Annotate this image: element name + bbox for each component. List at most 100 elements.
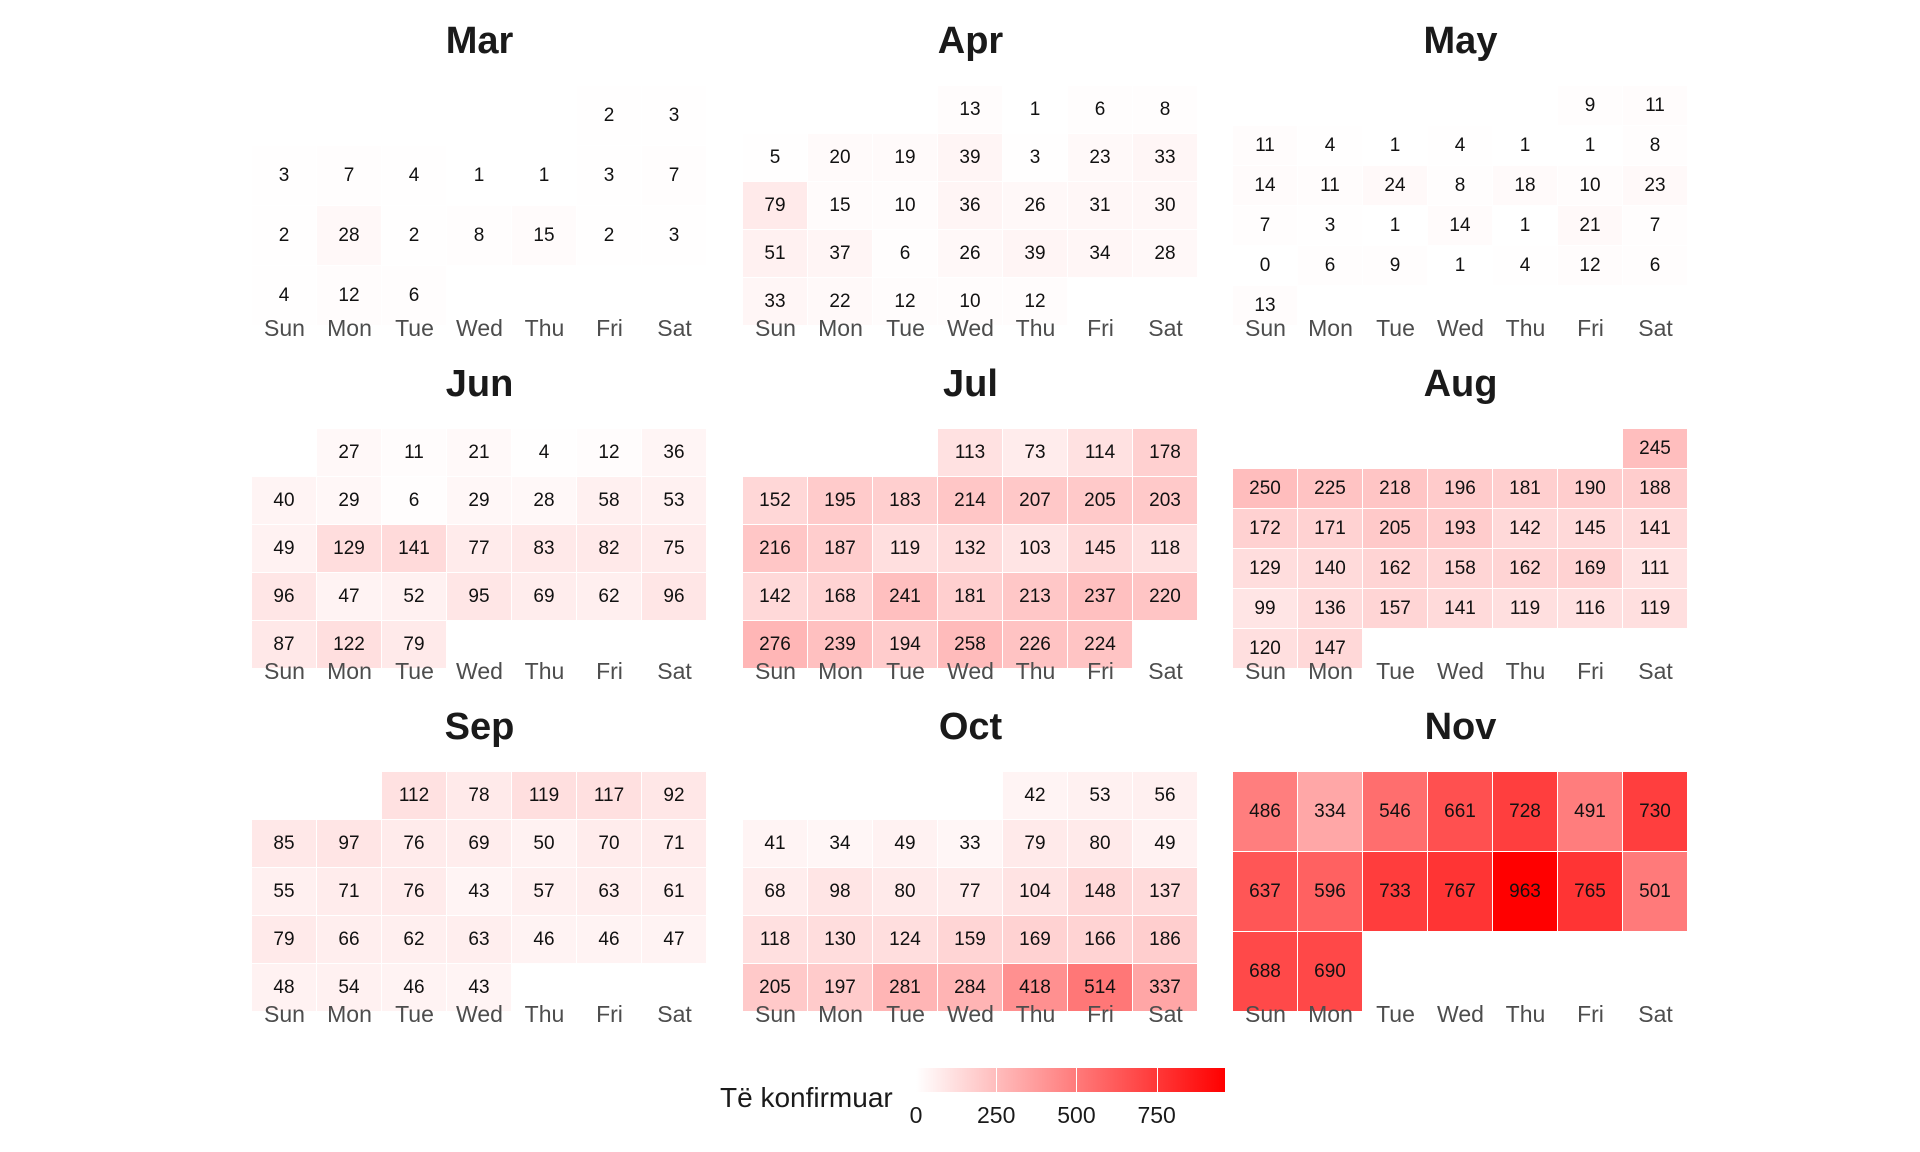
day-cell: 8 [1623,126,1688,166]
day-cell: 13 [938,86,1003,134]
day-cell: 11 [1298,166,1363,206]
weekday-label: Fri [1577,315,1604,341]
day-cell: 4 [1298,126,1363,166]
day-cell: 140 [1298,549,1363,589]
day-cell: 1 [447,146,512,206]
weekday-label: Thu [1015,658,1056,684]
month-panel-jul: Jul 113 73 114 178 152 195 183 214 207 205 203 216 18… [743,363,1198,693]
day-cell: 96 [252,573,317,621]
weekday-label: Thu [524,1001,565,1027]
weekday-label: Wed [947,315,994,341]
day-cell: 30 [1133,182,1198,230]
day-cell: 21 [447,429,512,477]
weekday-label: Thu [1505,315,1546,341]
calendar-grid: 245 250 225 218 196 181 190 188 172 171 205 193 142 1… [1233,429,1688,669]
weekday-label: Tue [395,315,434,341]
weekday-label: Mon [1308,1001,1353,1027]
day-cell: 147 [1298,629,1363,669]
calendar-grid: 113 73 114 178 152 195 183 214 207 205 203 216 187 11… [743,429,1198,669]
weekday-label: Thu [1505,1001,1546,1027]
weekday-label: Mon [818,315,863,341]
day-cell: 2 [382,206,447,266]
day-cell: 2 [577,86,642,146]
day-cell: 70 [577,820,642,868]
day-cell: 141 [1428,589,1493,629]
legend-tick [1076,1068,1078,1092]
day-cell: 47 [317,573,382,621]
weekday-label: Thu [1505,658,1546,684]
weekday-label: Sat [657,1001,692,1027]
day-cell: 119 [1623,589,1688,629]
day-cell: 137 [1133,868,1198,916]
day-cell: 85 [252,820,317,868]
weekday-label: Sun [755,658,796,684]
day-cell: 1 [1428,246,1493,286]
day-cell: 337 [1133,964,1198,1012]
day-cell: 12 [317,266,382,326]
legend-tick [1156,1068,1158,1092]
day-cell: 28 [317,206,382,266]
day-cell: 34 [808,820,873,868]
weekday-label: Sat [1148,1001,1183,1027]
day-cell: 196 [1428,469,1493,509]
month-panel-aug: Aug 245 250 225 218 196 181 190 188 172 171 205 193 1… [1233,363,1688,693]
day-cell: 1 [512,146,577,206]
day-cell: 1 [1363,126,1428,166]
day-cell: 130 [808,916,873,964]
day-cell: 730 [1623,772,1688,852]
day-cell: 688 [1233,932,1298,1012]
day-cell: 637 [1233,852,1298,932]
weekday-label: Fri [1087,658,1114,684]
day-cell: 157 [1363,589,1428,629]
day-cell: 129 [317,525,382,573]
weekday-label: Tue [395,1001,434,1027]
day-cell: 34 [1068,230,1133,278]
weekday-label: Wed [947,658,994,684]
day-cell: 7 [1623,206,1688,246]
day-cell: 76 [382,868,447,916]
day-cell: 188 [1623,469,1688,509]
day-cell: 728 [1493,772,1558,852]
day-cell: 31 [1068,182,1133,230]
day-cell: 491 [1558,772,1623,852]
day-cell: 7 [642,146,707,206]
legend-tick-label: 500 [1057,1102,1096,1128]
weekday-label: Sun [1245,315,1286,341]
day-cell: 46 [382,964,447,1012]
day-cell: 18 [1493,166,1558,206]
legend-tick-label: 750 [1137,1102,1176,1128]
day-cell: 112 [382,772,447,820]
day-cell: 187 [808,525,873,573]
day-cell: 26 [1003,182,1068,230]
weekday-label: Tue [886,1001,925,1027]
legend-tick-label: 0 [909,1102,923,1128]
month-title: Mar [445,20,514,62]
day-cell: 71 [642,820,707,868]
day-cell: 47 [642,916,707,964]
day-cell: 73 [1003,429,1068,477]
day-cell: 596 [1298,852,1363,932]
day-cell: 1 [1363,206,1428,246]
day-cell: 194 [873,621,938,669]
day-cell: 11 [382,429,447,477]
day-cell: 963 [1493,852,1558,932]
day-cell: 68 [743,868,808,916]
weekday-label: Mon [818,1001,863,1027]
day-cell: 116 [1558,589,1623,629]
day-cell: 4 [512,429,577,477]
month-title: Jun [445,363,514,405]
day-cell: 40 [252,477,317,525]
day-cell: 92 [642,772,707,820]
day-cell: 71 [317,868,382,916]
day-cell: 83 [512,525,577,573]
day-cell: 241 [873,573,938,621]
weekday-label: Sat [1638,315,1673,341]
day-cell: 6 [382,266,447,326]
day-cell: 3 [577,146,642,206]
day-cell: 193 [1428,509,1493,549]
weekday-label: Thu [524,658,565,684]
day-cell: 214 [938,477,1003,525]
day-cell: 52 [382,573,447,621]
day-cell: 8 [1428,166,1493,206]
day-cell: 168 [808,573,873,621]
